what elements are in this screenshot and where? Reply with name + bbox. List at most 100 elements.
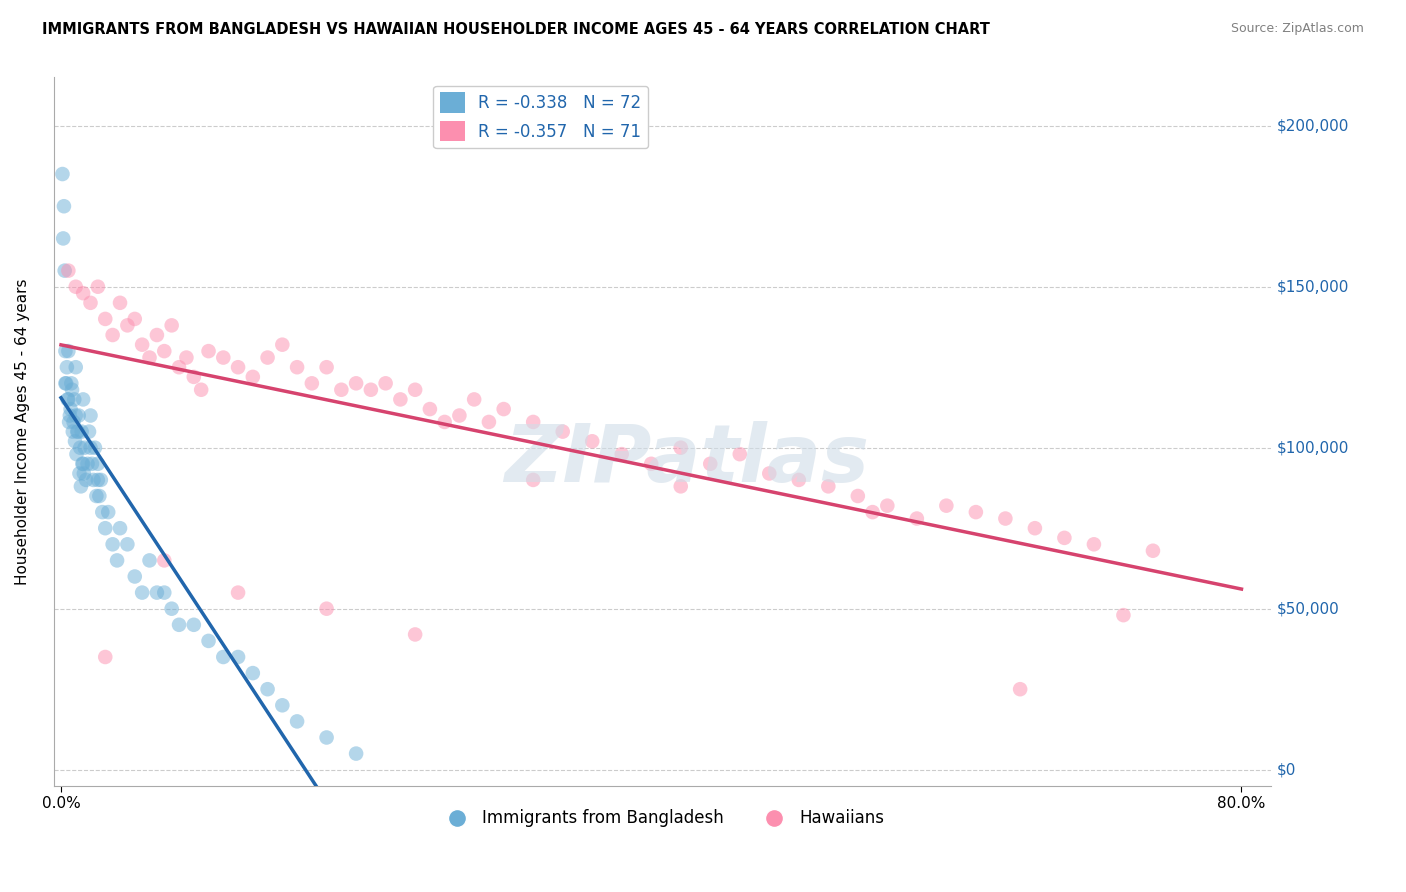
Point xyxy=(66,425,89,439)
Point xyxy=(492,402,515,417)
Point xyxy=(197,344,219,359)
Point xyxy=(117,318,139,333)
Point xyxy=(101,537,124,551)
Point xyxy=(862,505,884,519)
Point xyxy=(97,505,120,519)
Point xyxy=(176,351,198,365)
Point xyxy=(522,415,544,429)
Point xyxy=(79,409,101,423)
Point xyxy=(87,473,110,487)
Point xyxy=(59,409,82,423)
Point xyxy=(360,383,382,397)
Point xyxy=(63,392,86,407)
Point xyxy=(301,376,323,391)
Point xyxy=(876,499,898,513)
Point xyxy=(478,415,501,429)
Point xyxy=(62,415,84,429)
Point xyxy=(87,457,110,471)
Point xyxy=(72,286,94,301)
Point xyxy=(256,682,278,697)
Point xyxy=(58,344,80,359)
Point xyxy=(69,441,91,455)
Point xyxy=(271,337,294,351)
Text: $150,000: $150,000 xyxy=(1277,279,1350,294)
Point xyxy=(1083,537,1105,551)
Point xyxy=(55,376,77,391)
Point xyxy=(610,447,633,461)
Text: $50,000: $50,000 xyxy=(1277,601,1340,616)
Point xyxy=(167,617,190,632)
Point xyxy=(108,521,131,535)
Point xyxy=(330,383,353,397)
Point xyxy=(846,489,869,503)
Point xyxy=(52,231,75,245)
Point xyxy=(124,569,146,583)
Point xyxy=(463,392,485,407)
Point xyxy=(89,489,111,503)
Point xyxy=(108,295,131,310)
Point xyxy=(1053,531,1076,545)
Text: $100,000: $100,000 xyxy=(1277,441,1350,455)
Point xyxy=(79,441,101,455)
Point xyxy=(90,473,112,487)
Point xyxy=(66,425,89,439)
Point xyxy=(153,344,176,359)
Point xyxy=(84,441,107,455)
Point xyxy=(79,295,101,310)
Point xyxy=(94,521,117,535)
Point xyxy=(271,698,294,713)
Point xyxy=(758,467,780,481)
Point xyxy=(1024,521,1046,535)
Point xyxy=(160,601,183,615)
Point xyxy=(190,383,212,397)
Point xyxy=(226,650,249,665)
Point xyxy=(905,511,928,525)
Point xyxy=(581,434,603,449)
Point xyxy=(94,650,117,665)
Point xyxy=(433,415,456,429)
Point xyxy=(146,328,169,343)
Point xyxy=(522,473,544,487)
Point xyxy=(1142,543,1164,558)
Point xyxy=(55,376,77,391)
Point xyxy=(212,351,235,365)
Point xyxy=(56,392,79,407)
Point xyxy=(374,376,396,391)
Point xyxy=(67,409,90,423)
Point xyxy=(72,457,94,471)
Point xyxy=(212,650,235,665)
Point xyxy=(80,457,103,471)
Point xyxy=(285,360,308,375)
Point xyxy=(1010,682,1032,697)
Point xyxy=(449,409,471,423)
Point xyxy=(404,383,426,397)
Point xyxy=(419,402,441,417)
Point xyxy=(56,360,79,375)
Point xyxy=(117,537,139,551)
Point xyxy=(86,489,108,503)
Point xyxy=(131,585,153,599)
Point xyxy=(160,318,183,333)
Point xyxy=(76,457,98,471)
Point xyxy=(669,479,692,493)
Point xyxy=(167,360,190,375)
Point xyxy=(62,425,84,439)
Point xyxy=(65,360,87,375)
Point xyxy=(70,425,93,439)
Point xyxy=(58,263,80,277)
Point xyxy=(58,392,80,407)
Point xyxy=(226,360,249,375)
Point xyxy=(242,370,264,384)
Point xyxy=(65,279,87,293)
Point xyxy=(183,370,205,384)
Point xyxy=(285,714,308,729)
Point xyxy=(60,376,83,391)
Point xyxy=(53,263,76,277)
Point xyxy=(73,467,96,481)
Point xyxy=(153,585,176,599)
Point xyxy=(551,425,574,439)
Point xyxy=(669,441,692,455)
Point xyxy=(67,467,90,481)
Point xyxy=(138,553,160,567)
Point xyxy=(58,415,80,429)
